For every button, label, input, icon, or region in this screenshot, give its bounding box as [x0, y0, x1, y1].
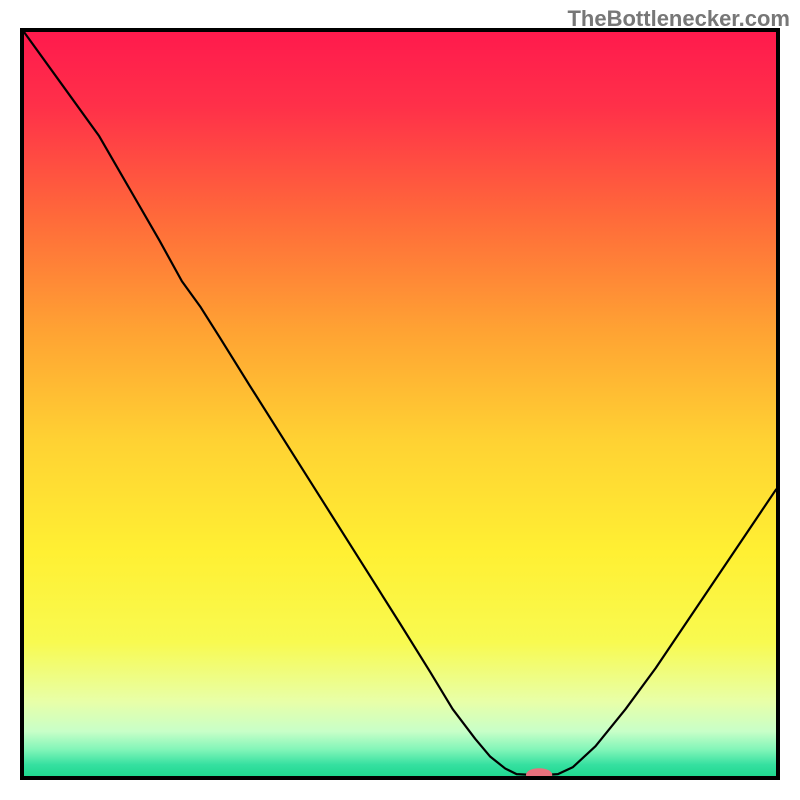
watermark-text: TheBottlenecker.com	[567, 6, 790, 32]
plot-svg	[20, 28, 780, 780]
plot-area	[20, 28, 780, 780]
chart-frame: TheBottlenecker.com	[0, 0, 800, 800]
gradient-background	[24, 32, 776, 776]
